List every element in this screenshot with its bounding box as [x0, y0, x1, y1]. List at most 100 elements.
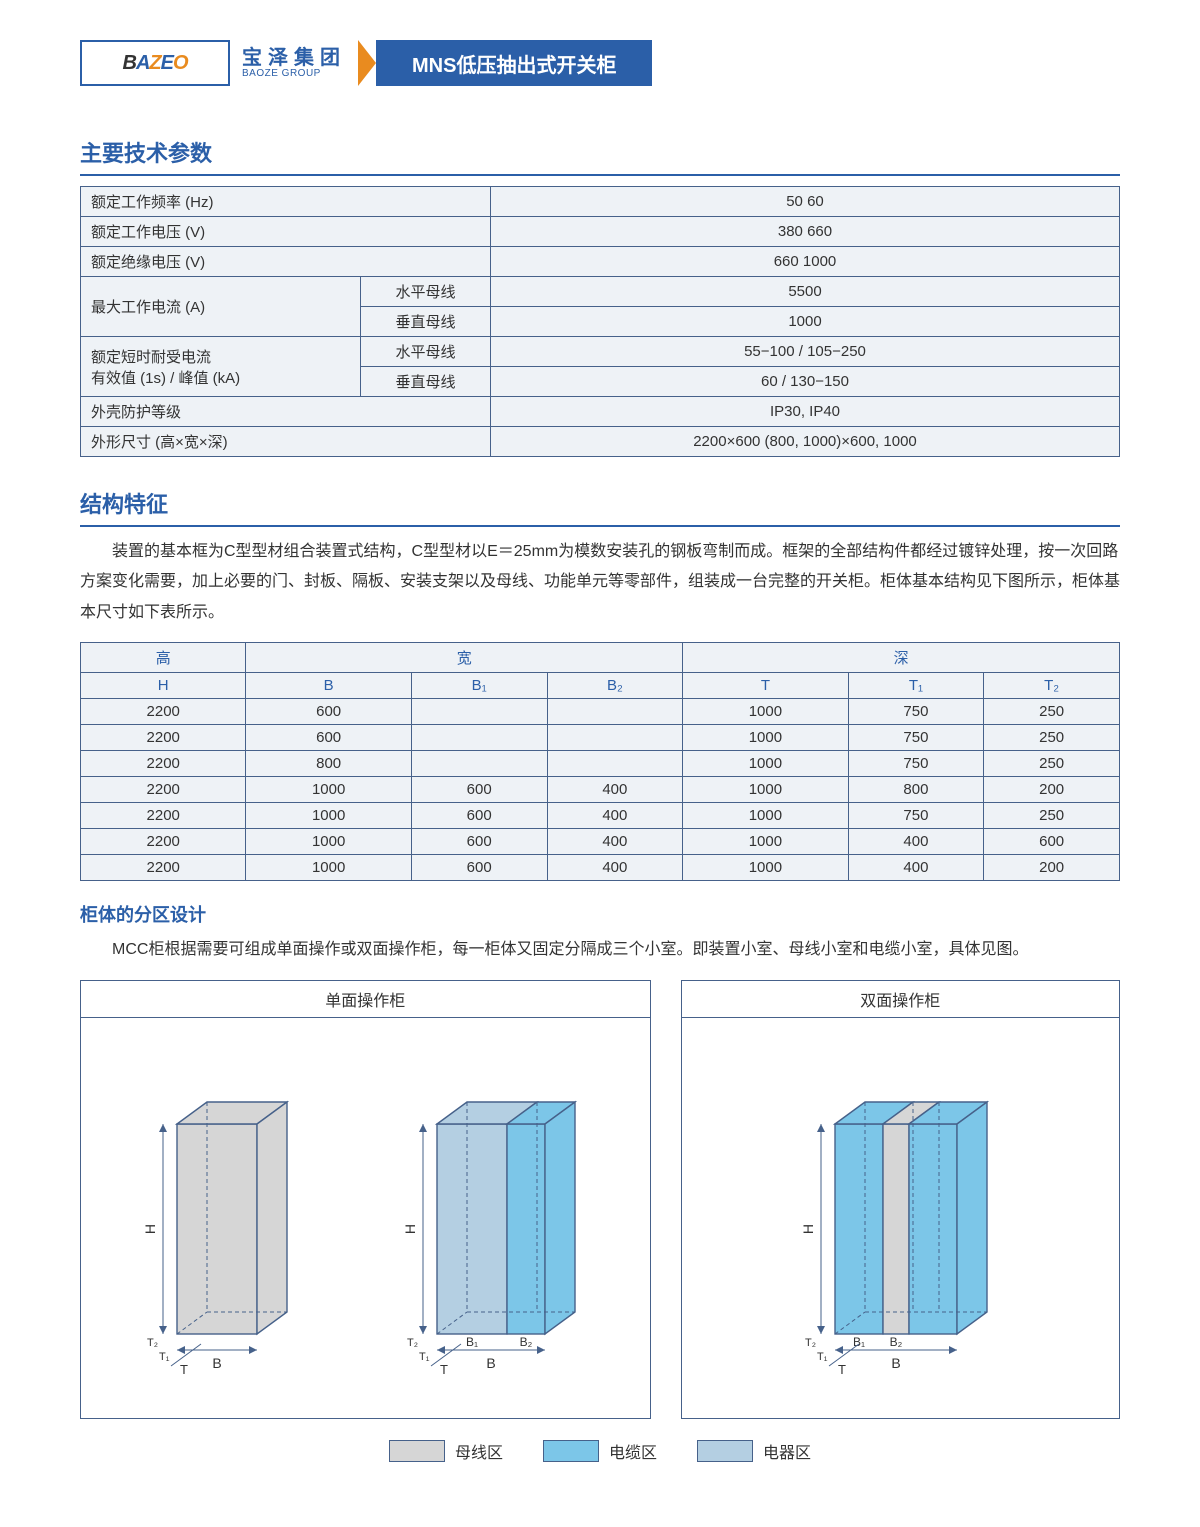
dim-cell: [411, 699, 547, 725]
dim-cell: 200: [984, 855, 1120, 881]
svg-text:T: T: [838, 1362, 846, 1377]
dim-cell: 1000: [683, 803, 848, 829]
struct-body-text: 装置的基本框为C型型材组合装置式结构，C型型材以E＝25mm为模数安装孔的钢板弯…: [80, 537, 1120, 628]
swatch-busbar: [389, 1440, 445, 1462]
dim-col-header: T₁: [848, 673, 984, 699]
dim-cell: 2200: [81, 855, 246, 881]
company-name-cn: 宝泽集团: [242, 48, 346, 68]
dim-cell: 1000: [683, 855, 848, 881]
spec-label: 额定绝缘电压 (V): [81, 247, 491, 277]
dim-cell: 800: [848, 777, 984, 803]
dimension-table: 高 宽 深 HBB₁B₂TT₁T₂ 2200600100075025022006…: [80, 642, 1120, 881]
dim-cell: 750: [848, 699, 984, 725]
dim-cell: 2200: [81, 699, 246, 725]
section-title-spec: 主要技术参数: [80, 136, 1120, 176]
svg-text:B: B: [892, 1355, 901, 1371]
dim-cell: 200: [984, 777, 1120, 803]
diagram-panel-single: 单面操作柜 HBTT₂T₁HB₁B₂BTT₂T₁: [80, 980, 651, 1419]
svg-text:T₂: T₂: [147, 1337, 158, 1349]
dim-group-d: 深: [683, 643, 1120, 673]
dim-cell: 1000: [246, 777, 411, 803]
company-name-en: BAOZE GROUP: [242, 68, 346, 79]
cabinet-diagram: H B₁ B₂ B T T₂T₁: [391, 1076, 599, 1398]
dim-cell: 1000: [246, 855, 411, 881]
spec-value: 50 60: [491, 187, 1120, 217]
legend: 母线区 电缆区 电器区: [80, 1439, 1120, 1463]
dim-cell: 600: [411, 829, 547, 855]
dim-cell: 250: [984, 751, 1120, 777]
legend-item-elec: 电器区: [697, 1439, 811, 1463]
header-bar: BAZEO 宝泽集团 BAOZE GROUP MNS低压抽出式开关柜: [80, 40, 1120, 86]
dim-cell: 800: [246, 751, 411, 777]
spec-sublabel: 水平母线: [361, 277, 491, 307]
svg-text:B₁: B₁: [466, 1335, 478, 1349]
spec-sublabel: 垂直母线: [361, 307, 491, 337]
dim-cell: 1000: [683, 829, 848, 855]
dim-cell: [547, 725, 683, 751]
spec-label: 额定短时耐受电流 有效值 (1s) / 峰值 (kA): [81, 337, 361, 397]
dim-cell: 750: [848, 803, 984, 829]
logo-box: BAZEO: [80, 40, 230, 86]
dim-cell: 2200: [81, 777, 246, 803]
diagram-title-double: 双面操作柜: [682, 981, 1119, 1018]
diagram-row: 单面操作柜 HBTT₂T₁HB₁B₂BTT₂T₁ 双面操作柜 HB₁B₂BTT₂…: [80, 980, 1120, 1419]
svg-text:B: B: [487, 1355, 496, 1371]
spec-value: 2200×600 (800, 1000)×600, 1000: [491, 427, 1120, 457]
logo-mark: BAZEO: [122, 52, 187, 75]
spec-value: 660 1000: [491, 247, 1120, 277]
dim-cell: 400: [547, 777, 683, 803]
svg-text:T: T: [440, 1362, 448, 1377]
spec-value: IP30, IP40: [491, 397, 1120, 427]
dim-cell: 600: [411, 803, 547, 829]
section-title-struct: 结构特征: [80, 487, 1120, 527]
dim-cell: 400: [547, 855, 683, 881]
dim-cell: [411, 725, 547, 751]
spec-value: 60 / 130−150: [491, 367, 1120, 397]
company-box: 宝泽集团 BAOZE GROUP: [230, 40, 358, 86]
spec-label: 额定工作电压 (V): [81, 217, 491, 247]
dim-col-header: B: [246, 673, 411, 699]
dim-cell: [547, 751, 683, 777]
spec-label: 外形尺寸 (高×宽×深): [81, 427, 491, 457]
svg-text:T₂: T₂: [407, 1337, 418, 1349]
page-title-ribbon: MNS低压抽出式开关柜: [376, 40, 652, 86]
diagram-title-single: 单面操作柜: [81, 981, 650, 1018]
svg-text:H: H: [142, 1224, 158, 1234]
spec-label: 最大工作电流 (A): [81, 277, 361, 337]
dim-cell: 2200: [81, 751, 246, 777]
dim-col-header: T: [683, 673, 848, 699]
dim-cell: 1000: [683, 725, 848, 751]
page-title: MNS低压抽出式开关柜: [412, 49, 616, 78]
subsection-title-zone: 柜体的分区设计: [80, 901, 1120, 927]
spec-value: 1000: [491, 307, 1120, 337]
cabinet-diagram: HB₁B₂BTT₂T₁: [789, 1076, 1011, 1398]
swatch-cable: [543, 1440, 599, 1462]
dim-cell: 250: [984, 699, 1120, 725]
dim-cell: 2200: [81, 725, 246, 751]
ribbon-wedge: [358, 40, 376, 86]
svg-text:H: H: [402, 1224, 418, 1234]
dim-col-header: H: [81, 673, 246, 699]
spec-table: 额定工作频率 (Hz) 50 60 额定工作电压 (V) 380 660 额定绝…: [80, 186, 1120, 457]
spec-sublabel: 垂直母线: [361, 367, 491, 397]
spec-label: 额定工作频率 (Hz): [81, 187, 491, 217]
dim-cell: 1000: [246, 803, 411, 829]
svg-text:B₂: B₂: [520, 1335, 533, 1349]
dim-cell: 600: [411, 777, 547, 803]
svg-text:T₁: T₁: [419, 1351, 430, 1363]
dim-cell: 1000: [246, 829, 411, 855]
dim-cell: 750: [848, 725, 984, 751]
dim-cell: 1000: [683, 777, 848, 803]
dim-group-w: 宽: [246, 643, 683, 673]
dim-cell: 600: [246, 699, 411, 725]
dim-col-header: T₂: [984, 673, 1120, 699]
cabinet-diagram: HBTT₂T₁: [131, 1076, 311, 1398]
spec-value: 55−100 / 105−250: [491, 337, 1120, 367]
dim-cell: 250: [984, 803, 1120, 829]
swatch-elec: [697, 1440, 753, 1462]
dim-cell: 250: [984, 725, 1120, 751]
legend-label-busbar: 母线区: [455, 1439, 503, 1463]
diagram-panel-double: 双面操作柜 HB₁B₂BTT₂T₁: [681, 980, 1120, 1419]
dim-cell: [547, 699, 683, 725]
dim-cell: 600: [411, 855, 547, 881]
